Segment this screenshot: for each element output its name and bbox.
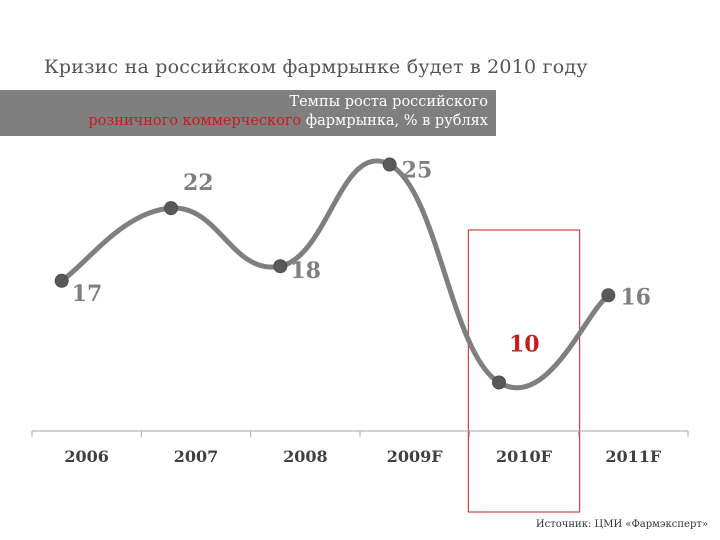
data-label-2009F: 25: [402, 158, 433, 184]
x-tick-label: 2007: [174, 447, 219, 466]
data-label-2010F: 10: [509, 331, 540, 357]
source-note: Источник: ЦМИ «Фармэксперт»: [535, 519, 708, 530]
data-point-2008: [273, 259, 288, 274]
data-point-2006: [54, 273, 69, 288]
subtitle-line2: розничного коммерческого фармрынка, % в …: [88, 113, 488, 129]
data-label-2011F: 16: [620, 284, 651, 310]
page-title: Кризис на российском фармрынке будет в 2…: [44, 56, 588, 78]
x-tick-label: 2008: [283, 447, 328, 466]
data-point-2011F: [601, 288, 616, 303]
x-tick-label: 2009F: [387, 447, 444, 466]
subtitle-box: Темпы роста российского розничного комме…: [0, 90, 496, 136]
data-label-2006: 17: [72, 281, 103, 307]
subtitle-rest: фармрынка, % в рублях: [301, 113, 488, 129]
x-tick-label: 2010F: [496, 447, 553, 466]
data-point-2009F: [382, 157, 397, 172]
x-tick-label: 2006: [64, 447, 109, 466]
data-point-2007: [164, 201, 178, 216]
forecast-highlight-box: [467, 229, 581, 513]
data-label-2008: 18: [290, 258, 321, 284]
x-tick-label: 2011F: [605, 447, 662, 466]
data-point-2010F: [492, 375, 506, 390]
subtitle-highlight: розничного коммерческого: [88, 113, 302, 129]
data-label-2007: 22: [183, 170, 214, 196]
subtitle-line1: Темпы роста российского: [289, 94, 488, 110]
